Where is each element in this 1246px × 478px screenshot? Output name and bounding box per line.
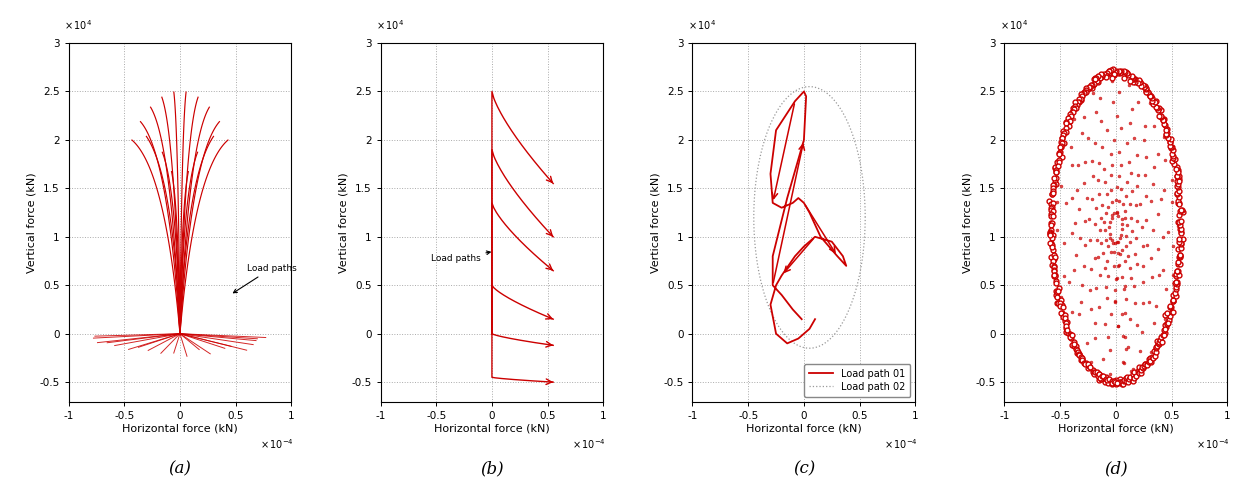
Text: Load paths: Load paths xyxy=(233,264,297,293)
Text: (a): (a) xyxy=(168,460,192,477)
Text: $\times\,10^{-4}$: $\times\,10^{-4}$ xyxy=(883,437,917,451)
Text: (b): (b) xyxy=(480,460,503,477)
Text: $\times\,10^4$: $\times\,10^4$ xyxy=(1001,19,1028,33)
Text: $\times\,10^4$: $\times\,10^4$ xyxy=(376,19,404,33)
Y-axis label: Vertical force (kN): Vertical force (kN) xyxy=(962,172,972,272)
Legend: Load path 01, Load path 02: Load path 01, Load path 02 xyxy=(804,364,911,397)
Text: (c): (c) xyxy=(792,460,815,477)
Text: $\times\,10^4$: $\times\,10^4$ xyxy=(688,19,716,33)
Text: $\times\,10^{-4}$: $\times\,10^{-4}$ xyxy=(1196,437,1230,451)
Text: $\times\,10^4$: $\times\,10^4$ xyxy=(64,19,92,33)
Text: $\times\,10^{-4}$: $\times\,10^{-4}$ xyxy=(572,437,606,451)
X-axis label: Horizontal force (kN): Horizontal force (kN) xyxy=(746,424,862,434)
X-axis label: Horizontal force (kN): Horizontal force (kN) xyxy=(434,424,549,434)
Text: Load paths: Load paths xyxy=(431,251,490,263)
X-axis label: Horizontal force (kN): Horizontal force (kN) xyxy=(1058,424,1174,434)
X-axis label: Horizontal force (kN): Horizontal force (kN) xyxy=(122,424,238,434)
Text: $\times\,10^{-4}$: $\times\,10^{-4}$ xyxy=(259,437,294,451)
Y-axis label: Vertical force (kN): Vertical force (kN) xyxy=(26,172,36,272)
Y-axis label: Vertical force (kN): Vertical force (kN) xyxy=(650,172,660,272)
Y-axis label: Vertical force (kN): Vertical force (kN) xyxy=(339,172,349,272)
Text: (d): (d) xyxy=(1104,460,1128,477)
